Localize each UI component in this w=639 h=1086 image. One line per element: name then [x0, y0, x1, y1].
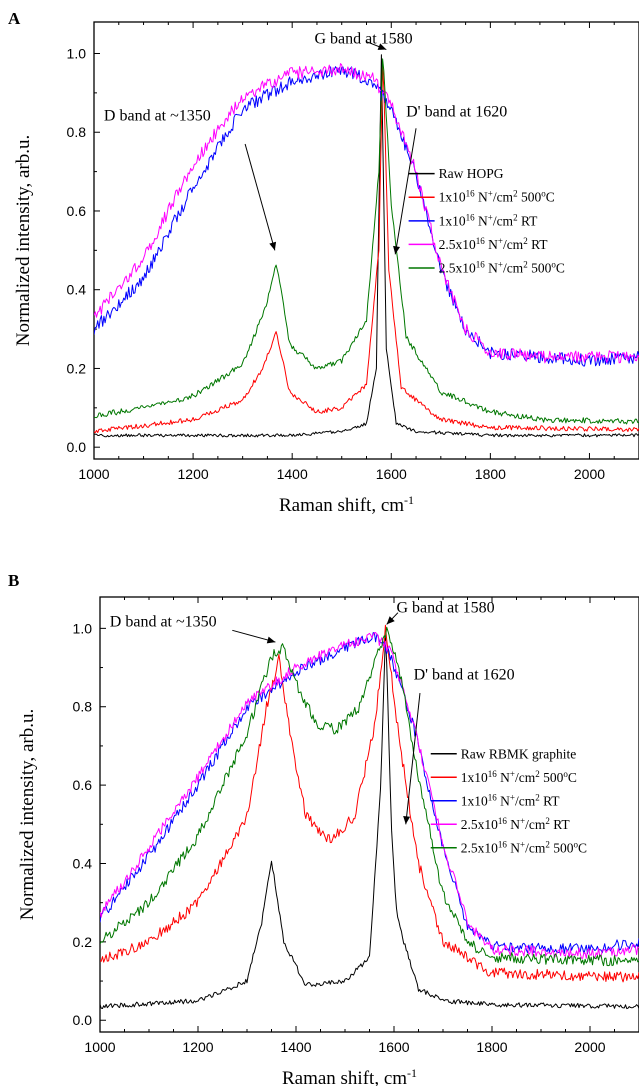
- annotation-arrow: [394, 128, 417, 255]
- series-line: [100, 632, 639, 955]
- y-tick-label: 0.8: [73, 699, 93, 715]
- annotation-arrow: [405, 692, 421, 825]
- series-line: [100, 632, 639, 960]
- y-axis-label: Normalized intensity, arb.u.: [17, 709, 38, 920]
- x-tick-label: 2000: [574, 466, 605, 482]
- x-tick-label: 1000: [84, 1039, 115, 1055]
- legend-entry: 1x1016 N+/cm2 500oC: [439, 189, 555, 205]
- y-tick-label: 0.4: [67, 282, 87, 298]
- legend-entry: 1x1016 N+/cm2 RT: [461, 792, 561, 808]
- annotation-label: D band at ~1350: [110, 613, 217, 630]
- panel-letter: B: [8, 571, 19, 590]
- y-tick-label: 0.2: [73, 934, 93, 950]
- annotation-label: D' band at 1620: [414, 666, 515, 683]
- arrow-head: [386, 616, 395, 625]
- panel-b: B 1000 1200 1400 1600 1800 2000 0.0 0.2 0.4 0.6 0.8…: [8, 571, 639, 1086]
- series-group: [94, 54, 639, 438]
- x-tick-label: 1800: [475, 466, 506, 482]
- arrow-head: [269, 241, 277, 251]
- y-tick-label: 0.4: [73, 855, 93, 871]
- series-line: [100, 635, 639, 1010]
- annotation-label: D band at ~1350: [104, 107, 211, 124]
- y-tick-label: 0.0: [67, 439, 87, 455]
- x-axis-label: Raman shift, cm-1: [279, 493, 414, 516]
- legend-entry: 2.5x1016 N+/cm2 500oC: [461, 839, 587, 855]
- legend: Raw HOPG 1x1016 N+/cm2 500oC 1x1016 N+/cm2…: [408, 166, 565, 276]
- plot-frame: [99, 596, 639, 1033]
- axis-ticks: [93, 22, 639, 459]
- arrow-head: [403, 815, 411, 825]
- series-line: [100, 624, 639, 983]
- arrow-head: [393, 245, 400, 255]
- series-line: [94, 66, 639, 367]
- y-tick-label: 0.0: [73, 1012, 93, 1028]
- y-tick-label: 0.6: [67, 203, 87, 219]
- axis-ticks: [99, 597, 639, 1032]
- y-tick-label: 1.0: [73, 620, 93, 636]
- y-tick-label: 0.2: [67, 360, 87, 376]
- series-group: [100, 624, 639, 1010]
- series-line: [94, 65, 639, 434]
- legend-entry: 2.5x1016 N+/cm2 RT: [439, 236, 549, 252]
- annotation-label: G band at 1580: [396, 600, 494, 617]
- y-tick-label: 0.6: [73, 777, 93, 793]
- plot-frame: [93, 21, 639, 460]
- x-tick-label: 1600: [378, 1039, 409, 1055]
- series-line: [94, 58, 639, 425]
- x-tick-label: 1400: [277, 466, 308, 482]
- y-tick-label: 0.8: [67, 124, 87, 140]
- y-axis-label: Normalized intensity, arb.u.: [13, 135, 34, 346]
- legend-entry: Raw HOPG: [439, 166, 504, 181]
- series-line: [94, 54, 639, 438]
- annotation-label: D' band at 1620: [406, 103, 507, 120]
- series-line: [94, 63, 639, 364]
- y-tick-label: 1.0: [67, 45, 87, 61]
- x-tick-label: 1600: [376, 466, 407, 482]
- x-tick-label: 1400: [280, 1039, 311, 1055]
- panel-letter: A: [8, 9, 21, 28]
- x-tick-label: 1000: [78, 466, 109, 482]
- x-axis-label: Raman shift, cm-1: [282, 1066, 417, 1086]
- arrow-head: [377, 43, 387, 50]
- legend-entry: 2.5x1016 N+/cm2 500oC: [439, 260, 565, 276]
- legend-entry: 1x1016 N+/cm2 500oC: [461, 769, 577, 785]
- annotation-arrow: [244, 143, 276, 251]
- x-tick-label: 2000: [574, 1039, 605, 1055]
- arrow-head: [266, 636, 276, 644]
- x-tick-label: 1800: [476, 1039, 507, 1055]
- legend-entry: 1x1016 N+/cm2 RT: [439, 212, 539, 228]
- legend-entry: Raw RBMK graphite: [461, 746, 577, 761]
- x-tick-label: 1200: [182, 1039, 213, 1055]
- legend-entry: 2.5x1016 N+/cm2 RT: [461, 816, 571, 832]
- panel-a: A 1000 1200 1400 1600 1800 2000 0.0 0.2 0.4 0.6 0.8…: [8, 9, 639, 516]
- legend: Raw RBMK graphite 1x1016 N+/cm2 500oC 1x10…: [430, 746, 587, 855]
- annotation-label: G band at 1580: [314, 31, 412, 48]
- x-tick-label: 1200: [178, 466, 209, 482]
- series-line: [100, 626, 639, 967]
